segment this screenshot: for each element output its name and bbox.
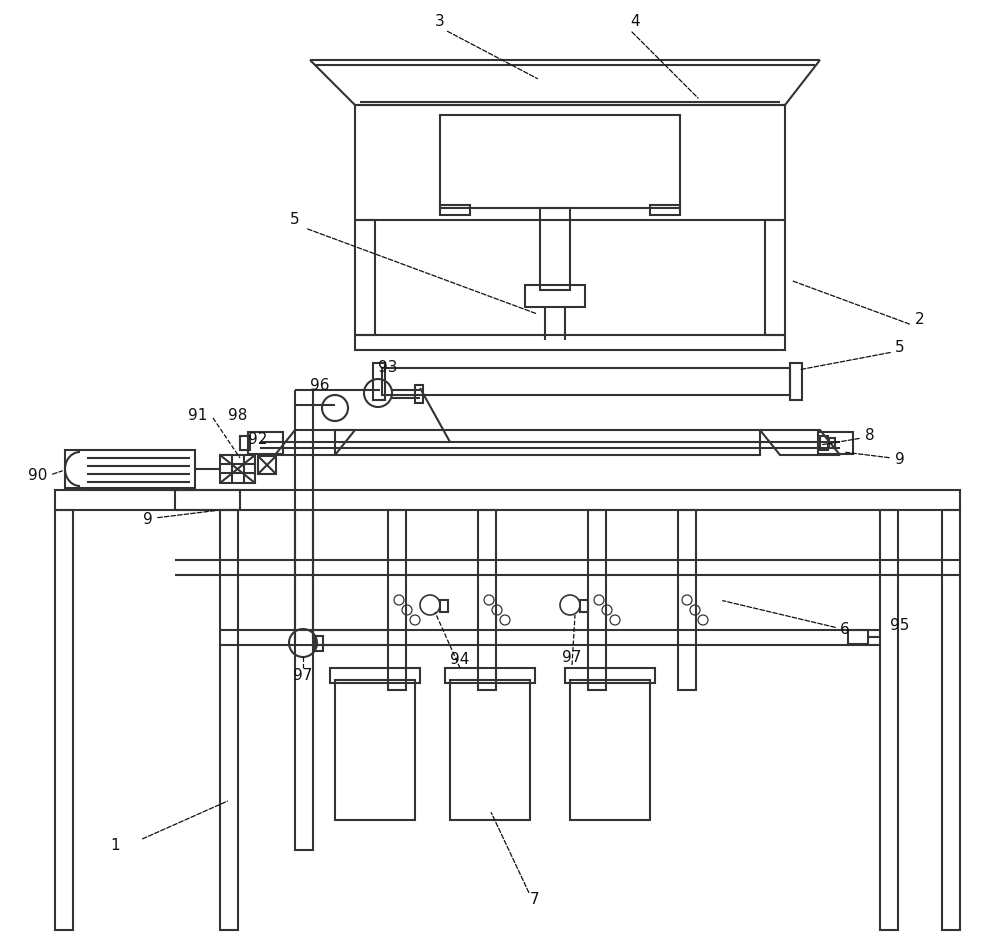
Bar [415,385,423,403]
Bar [315,636,323,651]
Bar [570,680,650,820]
Text: 98: 98 [228,408,248,423]
Text: 3: 3 [435,14,445,29]
Bar [258,456,276,474]
Text: 9: 9 [143,512,153,528]
Bar [220,510,238,930]
Bar [565,668,655,683]
Bar [220,455,255,483]
Text: 9: 9 [895,452,905,467]
Bar [818,432,853,454]
Bar [765,220,785,335]
Bar [829,438,835,448]
Bar [580,600,588,612]
Bar [335,680,415,820]
Bar [440,205,470,215]
Text: 2: 2 [915,313,925,328]
Bar [440,115,680,208]
Bar [240,436,250,450]
Bar [650,205,680,215]
Text: 96: 96 [310,378,330,393]
Bar [355,335,785,350]
Text: 92: 92 [248,432,268,447]
Text: 90: 90 [28,467,48,482]
Bar [355,220,375,335]
Bar [175,490,960,510]
Bar [248,432,283,454]
Bar [540,208,570,290]
Text: 7: 7 [530,892,540,907]
Text: 5: 5 [895,340,905,355]
Text: 91: 91 [188,408,208,423]
Text: 97: 97 [562,651,582,665]
Bar [588,510,606,690]
Text: 93: 93 [378,361,398,376]
Bar [440,600,448,612]
Text: 8: 8 [865,428,875,443]
Bar [678,510,696,690]
Bar [478,510,496,690]
Bar [330,668,420,683]
Bar [335,430,760,455]
Bar [382,368,790,395]
Bar [525,285,585,307]
Bar [820,436,828,450]
Text: 94: 94 [450,653,470,668]
Bar [295,510,313,850]
Bar [790,363,802,400]
Bar [942,510,960,930]
Text: 4: 4 [630,14,640,29]
Bar [445,668,535,683]
Text: 1: 1 [110,837,120,853]
Bar [55,490,240,510]
Bar [65,450,195,488]
Bar [450,680,530,820]
Bar [373,363,385,400]
Text: 97: 97 [293,668,313,683]
Text: 95: 95 [890,618,910,632]
Bar [848,630,868,644]
Text: 6: 6 [840,623,850,638]
Bar [388,510,406,690]
Bar [55,510,73,930]
Text: 5: 5 [290,213,300,228]
Bar [355,105,785,220]
Bar [880,510,898,930]
